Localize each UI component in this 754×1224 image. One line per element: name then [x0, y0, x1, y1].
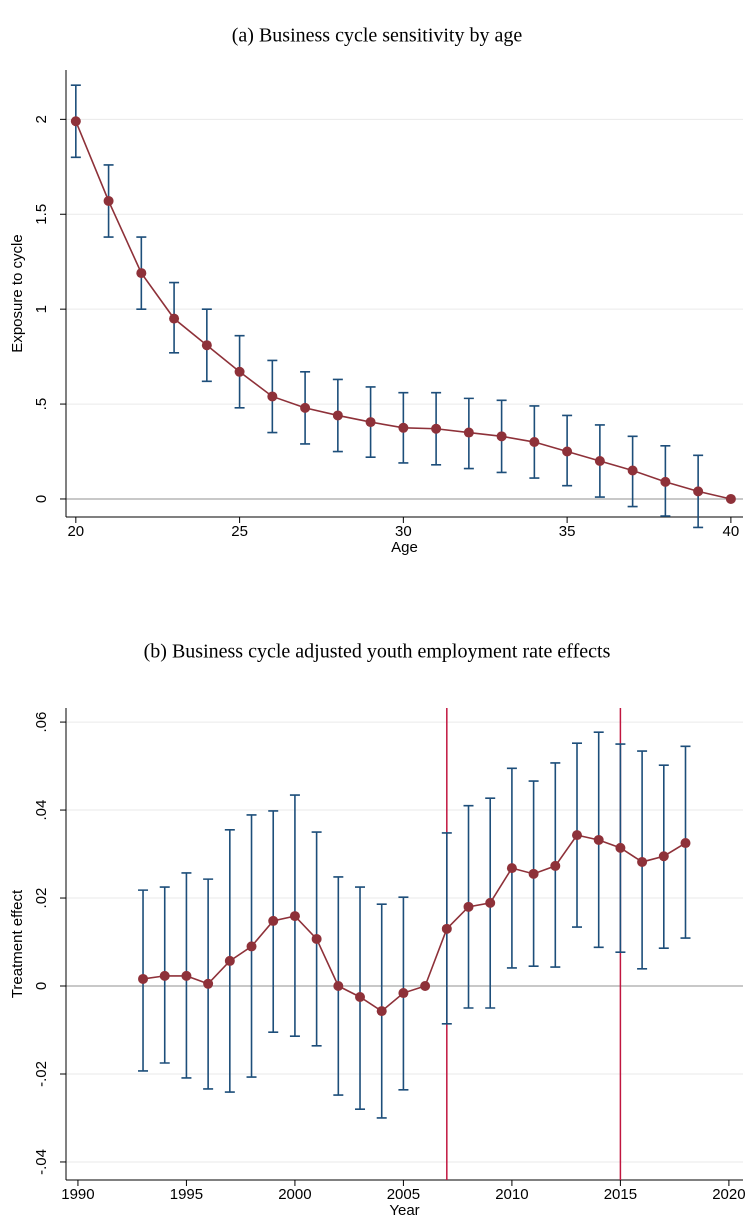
y-tick-label: .5	[33, 398, 50, 411]
y-axis-label: Exposure to cycle	[9, 234, 26, 352]
point	[572, 830, 583, 841]
point	[103, 195, 114, 206]
x-tick-label: 25	[231, 523, 248, 540]
x-tick-label: 2020	[712, 1186, 745, 1203]
x-tick-label: 2015	[604, 1186, 637, 1203]
point	[441, 923, 452, 934]
point	[550, 860, 561, 871]
point	[431, 423, 442, 434]
point	[693, 486, 704, 497]
chart-title: (a) Business cycle sensitivity by age	[232, 25, 523, 47]
point	[333, 981, 344, 992]
y-tick-label: .06	[33, 712, 50, 733]
y-tick-label: -.04	[33, 1149, 50, 1175]
x-axis-label: Age	[391, 539, 418, 556]
point	[201, 340, 212, 351]
y-tick-label: 0	[33, 495, 50, 503]
y-tick-label: 2	[33, 115, 50, 123]
x-tick-label: 1995	[170, 1186, 203, 1203]
y-tick-label: 1	[33, 305, 50, 313]
x-tick-label: 35	[559, 523, 576, 540]
point	[169, 313, 180, 324]
point	[203, 978, 214, 989]
point	[289, 911, 300, 922]
point	[398, 988, 409, 999]
point	[496, 431, 507, 442]
x-tick-label: 2010	[495, 1186, 528, 1203]
x-tick-label: 30	[395, 523, 412, 540]
x-axis-label: Year	[389, 1202, 419, 1219]
point	[246, 941, 257, 952]
point	[365, 417, 376, 428]
point	[311, 933, 322, 944]
point	[234, 366, 245, 377]
point	[528, 868, 539, 879]
line	[142, 834, 686, 1013]
point	[627, 465, 638, 476]
point	[593, 834, 604, 845]
x-tick-label: 2000	[278, 1186, 311, 1203]
y-tick-label: .02	[33, 888, 50, 909]
y-tick-label: -.02	[33, 1061, 50, 1087]
chart-title: (b) Business cycle adjusted youth employ…	[144, 641, 611, 663]
point	[594, 456, 605, 467]
point	[138, 973, 149, 984]
point	[463, 427, 474, 438]
point	[529, 437, 540, 448]
point	[70, 116, 81, 127]
point	[680, 838, 691, 849]
point	[267, 391, 278, 402]
point	[725, 493, 736, 504]
point	[181, 970, 192, 981]
point	[332, 410, 343, 421]
point	[615, 842, 626, 853]
x-tick-label: 20	[67, 523, 84, 540]
point	[660, 476, 671, 487]
y-tick-label: 0	[33, 982, 50, 990]
point	[485, 897, 496, 908]
point	[355, 992, 366, 1003]
point	[136, 268, 147, 279]
point	[463, 901, 474, 912]
x-tick-label: 40	[723, 523, 740, 540]
point	[420, 981, 431, 992]
point	[268, 915, 279, 926]
x-tick-label: 2005	[387, 1186, 420, 1203]
point	[658, 851, 669, 862]
point	[300, 402, 311, 413]
point	[637, 856, 648, 867]
point	[506, 863, 517, 874]
x-tick-label: 1990	[61, 1186, 94, 1203]
point	[159, 970, 170, 981]
y-axis-label: Treatment effect	[9, 889, 26, 998]
point	[562, 446, 573, 457]
y-tick-label: 1.5	[33, 204, 50, 225]
point	[376, 1006, 387, 1017]
y-tick-label: .04	[33, 800, 50, 821]
point	[398, 422, 409, 433]
point	[224, 955, 235, 966]
